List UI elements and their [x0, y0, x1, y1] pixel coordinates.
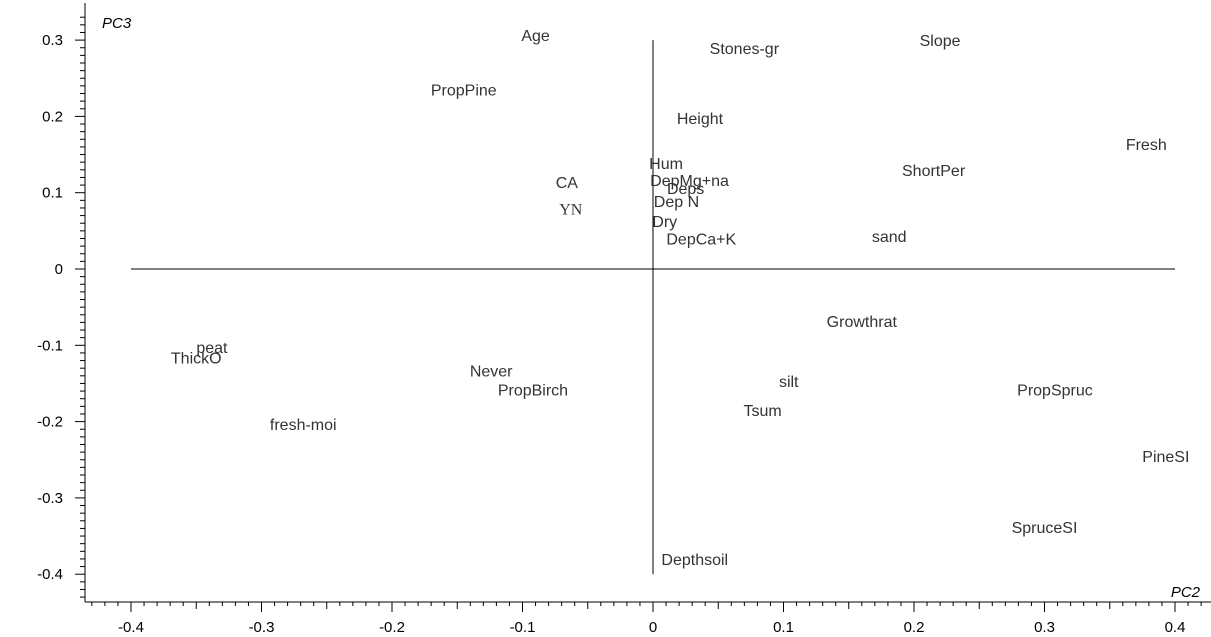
point-label: Deps: [667, 181, 704, 198]
x-tick-label: -0.1: [510, 619, 536, 636]
x-tick-label: -0.2: [379, 619, 405, 636]
x-axis-title: PC2: [1171, 584, 1201, 601]
point-label: Hum: [649, 156, 683, 173]
point-label: silt: [779, 374, 799, 391]
x-tick-label: -0.4: [118, 619, 144, 636]
y-tick-label: -0.3: [37, 490, 63, 507]
point-label: Depthsoil: [661, 552, 728, 569]
x-tick-label: 0.3: [1034, 619, 1055, 636]
y-tick-label: -0.1: [37, 337, 63, 354]
point-label: fresh-moi: [270, 417, 337, 434]
point-label: Growthrat: [827, 314, 898, 331]
reference-lines: [131, 40, 1175, 575]
point-label: Tsum: [744, 403, 782, 420]
point-label: ShortPer: [902, 163, 966, 180]
y-tick-label: 0: [55, 261, 63, 278]
point-label: PropBirch: [498, 383, 568, 400]
point-label: PineSI: [1142, 449, 1189, 466]
point-label: Dep N: [654, 194, 699, 211]
axes: 0.30.20.10-0.1-0.2-0.3-0.4 -0.4 -0.3 -0.2-…: [37, 3, 1211, 636]
x-tick-label: 0.2: [904, 619, 925, 636]
point-label: sand: [872, 229, 907, 246]
x-tick-label: 0.4: [1165, 619, 1186, 636]
point-label: ThickO: [171, 351, 222, 368]
y-tick-label: 0.1: [42, 185, 63, 202]
point-label: DepCa+K: [666, 232, 736, 249]
y-axis-title: PC3: [102, 15, 132, 32]
x-tick-label: 0: [649, 619, 657, 636]
point-label: Height: [677, 111, 724, 128]
point-label: DepMg+na: [650, 173, 729, 190]
point-label: Slope: [920, 33, 961, 50]
point-label: peat: [196, 340, 228, 357]
point-label: SpruceSI: [1012, 520, 1078, 537]
x-tick-label: -0.3: [249, 619, 275, 636]
y-tick-label: -0.2: [37, 414, 63, 431]
point-label: Never: [470, 364, 513, 381]
point-label: Stones-gr: [710, 41, 780, 58]
y-tick-label: 0.2: [42, 108, 63, 125]
y-tick-label: 0.3: [42, 32, 63, 49]
point-label: CA: [556, 175, 579, 192]
y-axis-ticks: 0.3 0.2 0.1 0 -0.1 -0.2 -0.3 -0.4: [37, 16, 85, 598]
point-label: Age: [521, 28, 550, 45]
x-axis-ticks: -0.4 -0.3 -0.2 -0.1 0 0.1 0.2 0.3 0.4: [91, 602, 1202, 636]
point-label: YN: [559, 202, 583, 219]
x-tick-label: 0.1: [773, 619, 794, 636]
point-label: Fresh: [1126, 137, 1167, 154]
y-tick-label: -0.4: [37, 566, 63, 583]
point-label: PropPine: [431, 83, 497, 100]
point-labels: Age Stones-gr Slope PropPine Height Fresh Hum S…: [171, 28, 1190, 569]
point-label: PropSpruc: [1017, 383, 1093, 400]
point-label: Dry: [652, 214, 677, 231]
